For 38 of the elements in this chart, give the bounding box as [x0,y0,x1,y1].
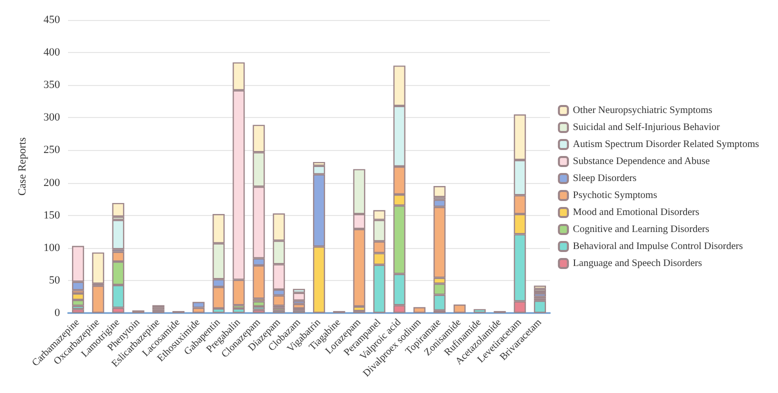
legend-label: Mood and Emotional Disorders [572,207,700,218]
y-tick-label: 0 [54,307,60,319]
bar [413,307,426,313]
bar [454,304,466,313]
bar [112,220,124,250]
y-tick-label: 450 [44,14,60,26]
bar [534,286,546,289]
bar [292,292,305,301]
y-tick-label: 250 [44,144,60,156]
legend-label: Language and Speech Disorders [572,258,702,269]
y-tick-label: 300 [44,112,60,124]
y-tick-label: 350 [44,79,60,92]
legend-label: Autism Spectrum Disorder Related Symptoms [572,139,760,150]
bar [112,202,124,217]
bar [292,304,305,308]
legend-label: Cognitive and Learning Disorders [572,224,710,235]
legend-label: Substance Dependence and Abuse [572,156,710,167]
legend-label: Other Neuropsychiatric Symptoms [572,105,712,116]
bar [232,308,245,313]
bar [92,252,104,284]
y-tick-label: 200 [44,176,60,189]
y-axis-title: Case Reports [16,137,28,196]
y-tick-label: 150 [44,209,60,222]
bar [252,310,265,313]
legend-label: Suicidal and Self-Injurious Behavior [572,122,720,133]
bar [434,186,446,198]
legend-label: Behavioral and Impulse Control Disorders [572,241,743,252]
legend-label: Sleep Disorders [572,173,637,184]
bar [474,309,486,313]
y-tick-label: 400 [44,46,60,59]
bar [534,293,546,297]
legend-label: Psychotic Symptoms [572,190,658,201]
y-tick-label: 100 [44,242,60,254]
bar [72,309,84,313]
bar [92,286,104,313]
bar [534,300,546,313]
bar [252,301,265,306]
y-tick-label: 50 [49,274,60,286]
